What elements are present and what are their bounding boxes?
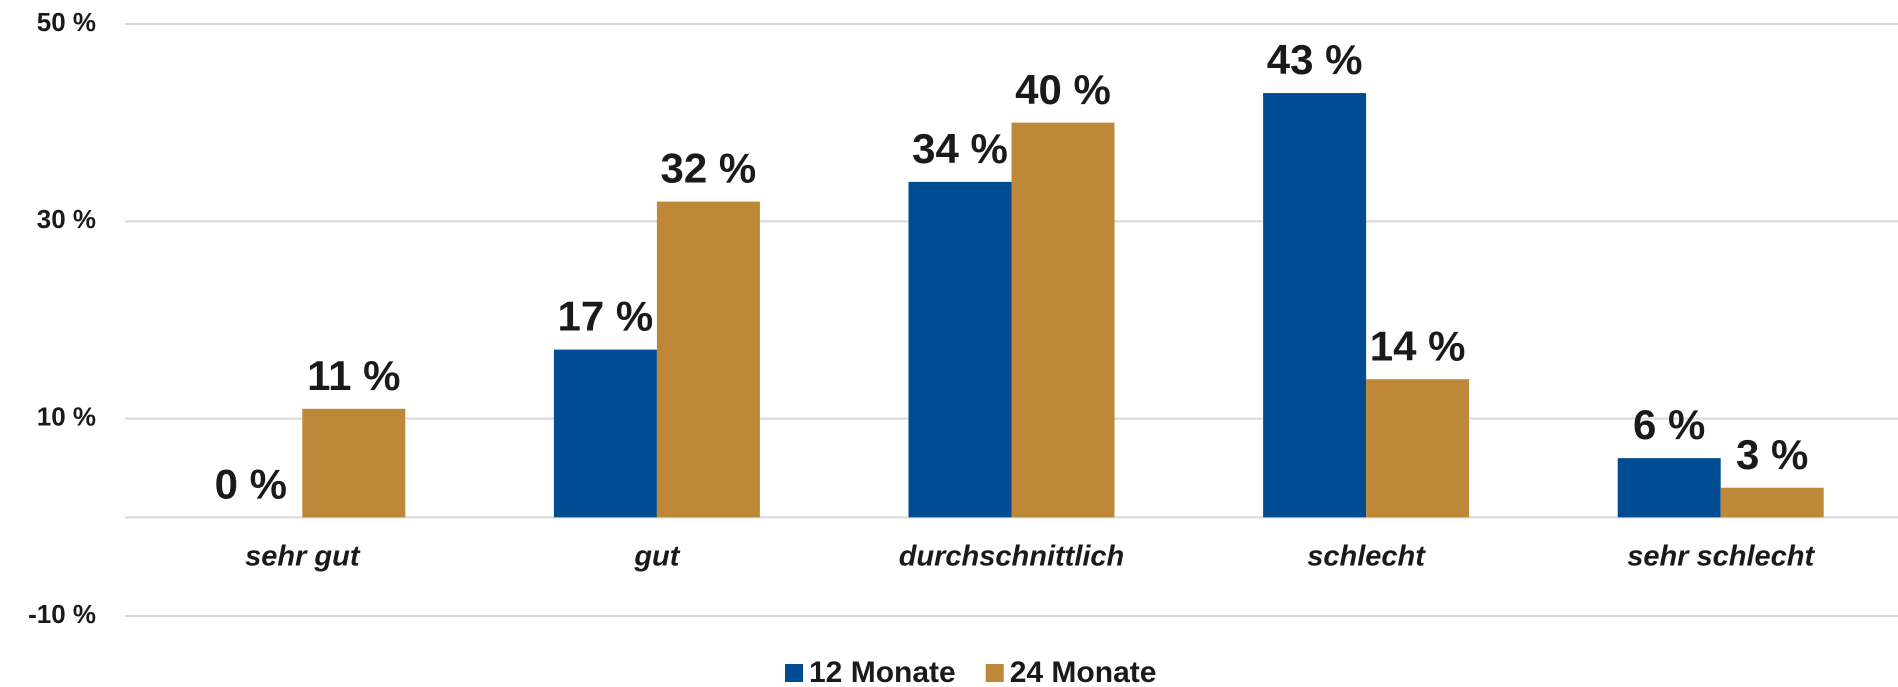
x-tick-label: sehr schlecht xyxy=(1627,541,1815,573)
bar xyxy=(1720,487,1824,518)
bar xyxy=(1366,379,1470,518)
data-label: 34 % xyxy=(912,125,1008,172)
data-label: 0 % xyxy=(215,460,287,507)
bar xyxy=(656,201,760,518)
data-label: 14 % xyxy=(1370,322,1466,369)
bar xyxy=(1617,458,1721,518)
y-tick-label: 30 % xyxy=(37,204,96,234)
y-tick-label: 50 % xyxy=(37,7,96,37)
data-label: 17 % xyxy=(558,293,654,340)
bar xyxy=(1011,122,1115,518)
bar xyxy=(1263,93,1367,518)
x-tick-label: schlecht xyxy=(1307,541,1426,573)
legend-label: 12 Monate xyxy=(809,656,956,687)
bar xyxy=(553,349,657,518)
x-tick-label: gut xyxy=(633,541,680,573)
data-label: 11 % xyxy=(307,352,400,399)
bar xyxy=(302,408,406,518)
x-tick-label: durchschnittlich xyxy=(899,541,1125,573)
data-label: 6 % xyxy=(1633,401,1705,448)
data-label: 3 % xyxy=(1736,431,1808,478)
legend-swatch xyxy=(785,664,803,682)
legend-swatch xyxy=(985,664,1004,682)
data-label: 40 % xyxy=(1015,66,1111,113)
bar xyxy=(908,181,1012,518)
y-tick-label: -10 % xyxy=(28,599,96,629)
y-tick-label: 10 % xyxy=(37,402,96,432)
legend-label: 24 Monate xyxy=(1010,656,1157,687)
x-tick-label: sehr gut xyxy=(245,541,361,573)
data-label: 32 % xyxy=(661,145,757,192)
data-label: 43 % xyxy=(1267,36,1363,83)
